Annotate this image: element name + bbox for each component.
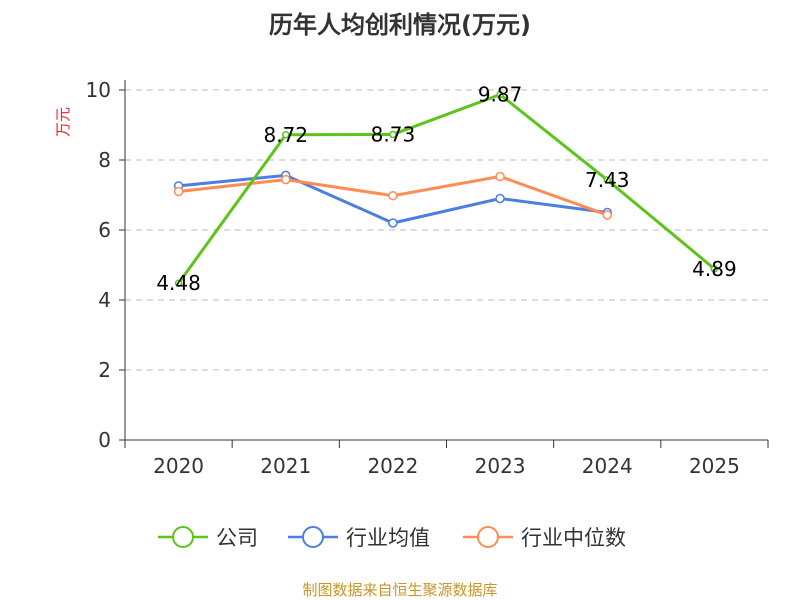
data-point (281, 174, 291, 185)
data-point (389, 130, 397, 139)
series-line-0 (177, 92, 716, 285)
legend-marker (302, 526, 324, 548)
legend-marker (172, 526, 194, 548)
y-tick-label: 10 (86, 78, 111, 102)
chart-title: 历年人均创利情况(万元) (269, 11, 531, 39)
data-label: 4.48 (156, 271, 201, 295)
data-label: 7.43 (585, 168, 630, 192)
data-label: 8.72 (263, 123, 308, 147)
legend-label: 公司 (216, 526, 258, 550)
x-tick-label: 2025 (689, 454, 740, 478)
legend-label: 行业中位数 (521, 526, 626, 550)
data-point (495, 171, 505, 182)
x-tick-label: 2022 (367, 454, 418, 478)
x-tick-label: 2021 (260, 454, 311, 478)
source-note: 制图数据来自恒生聚源数据库 (302, 581, 497, 599)
data-label: 4.89 (692, 257, 737, 281)
y-tick-label: 2 (98, 358, 111, 382)
data-point (282, 131, 290, 139)
y-axis-label: 万元 (54, 107, 72, 137)
data-point (602, 210, 612, 220)
y-tick-label: 8 (98, 148, 111, 172)
legend-marker (477, 526, 499, 548)
data-point (495, 193, 505, 204)
data-label: 8.73 (371, 122, 416, 146)
x-tick-label: 2023 (475, 454, 526, 478)
y-tick-label: 4 (98, 288, 111, 312)
data-point (173, 186, 184, 197)
data-point (388, 218, 398, 228)
data-point (388, 190, 398, 201)
legend-label: 行业均值 (346, 526, 430, 550)
data-label: 9.87 (478, 83, 523, 107)
data-point (710, 265, 719, 273)
data-point (496, 90, 504, 99)
y-tick-label: 0 (98, 428, 111, 452)
y-tick-label: 6 (98, 218, 111, 242)
x-tick-label: 2024 (582, 454, 633, 478)
x-tick-label: 2020 (153, 454, 204, 478)
data-point (174, 279, 183, 287)
data-point (603, 176, 611, 184)
